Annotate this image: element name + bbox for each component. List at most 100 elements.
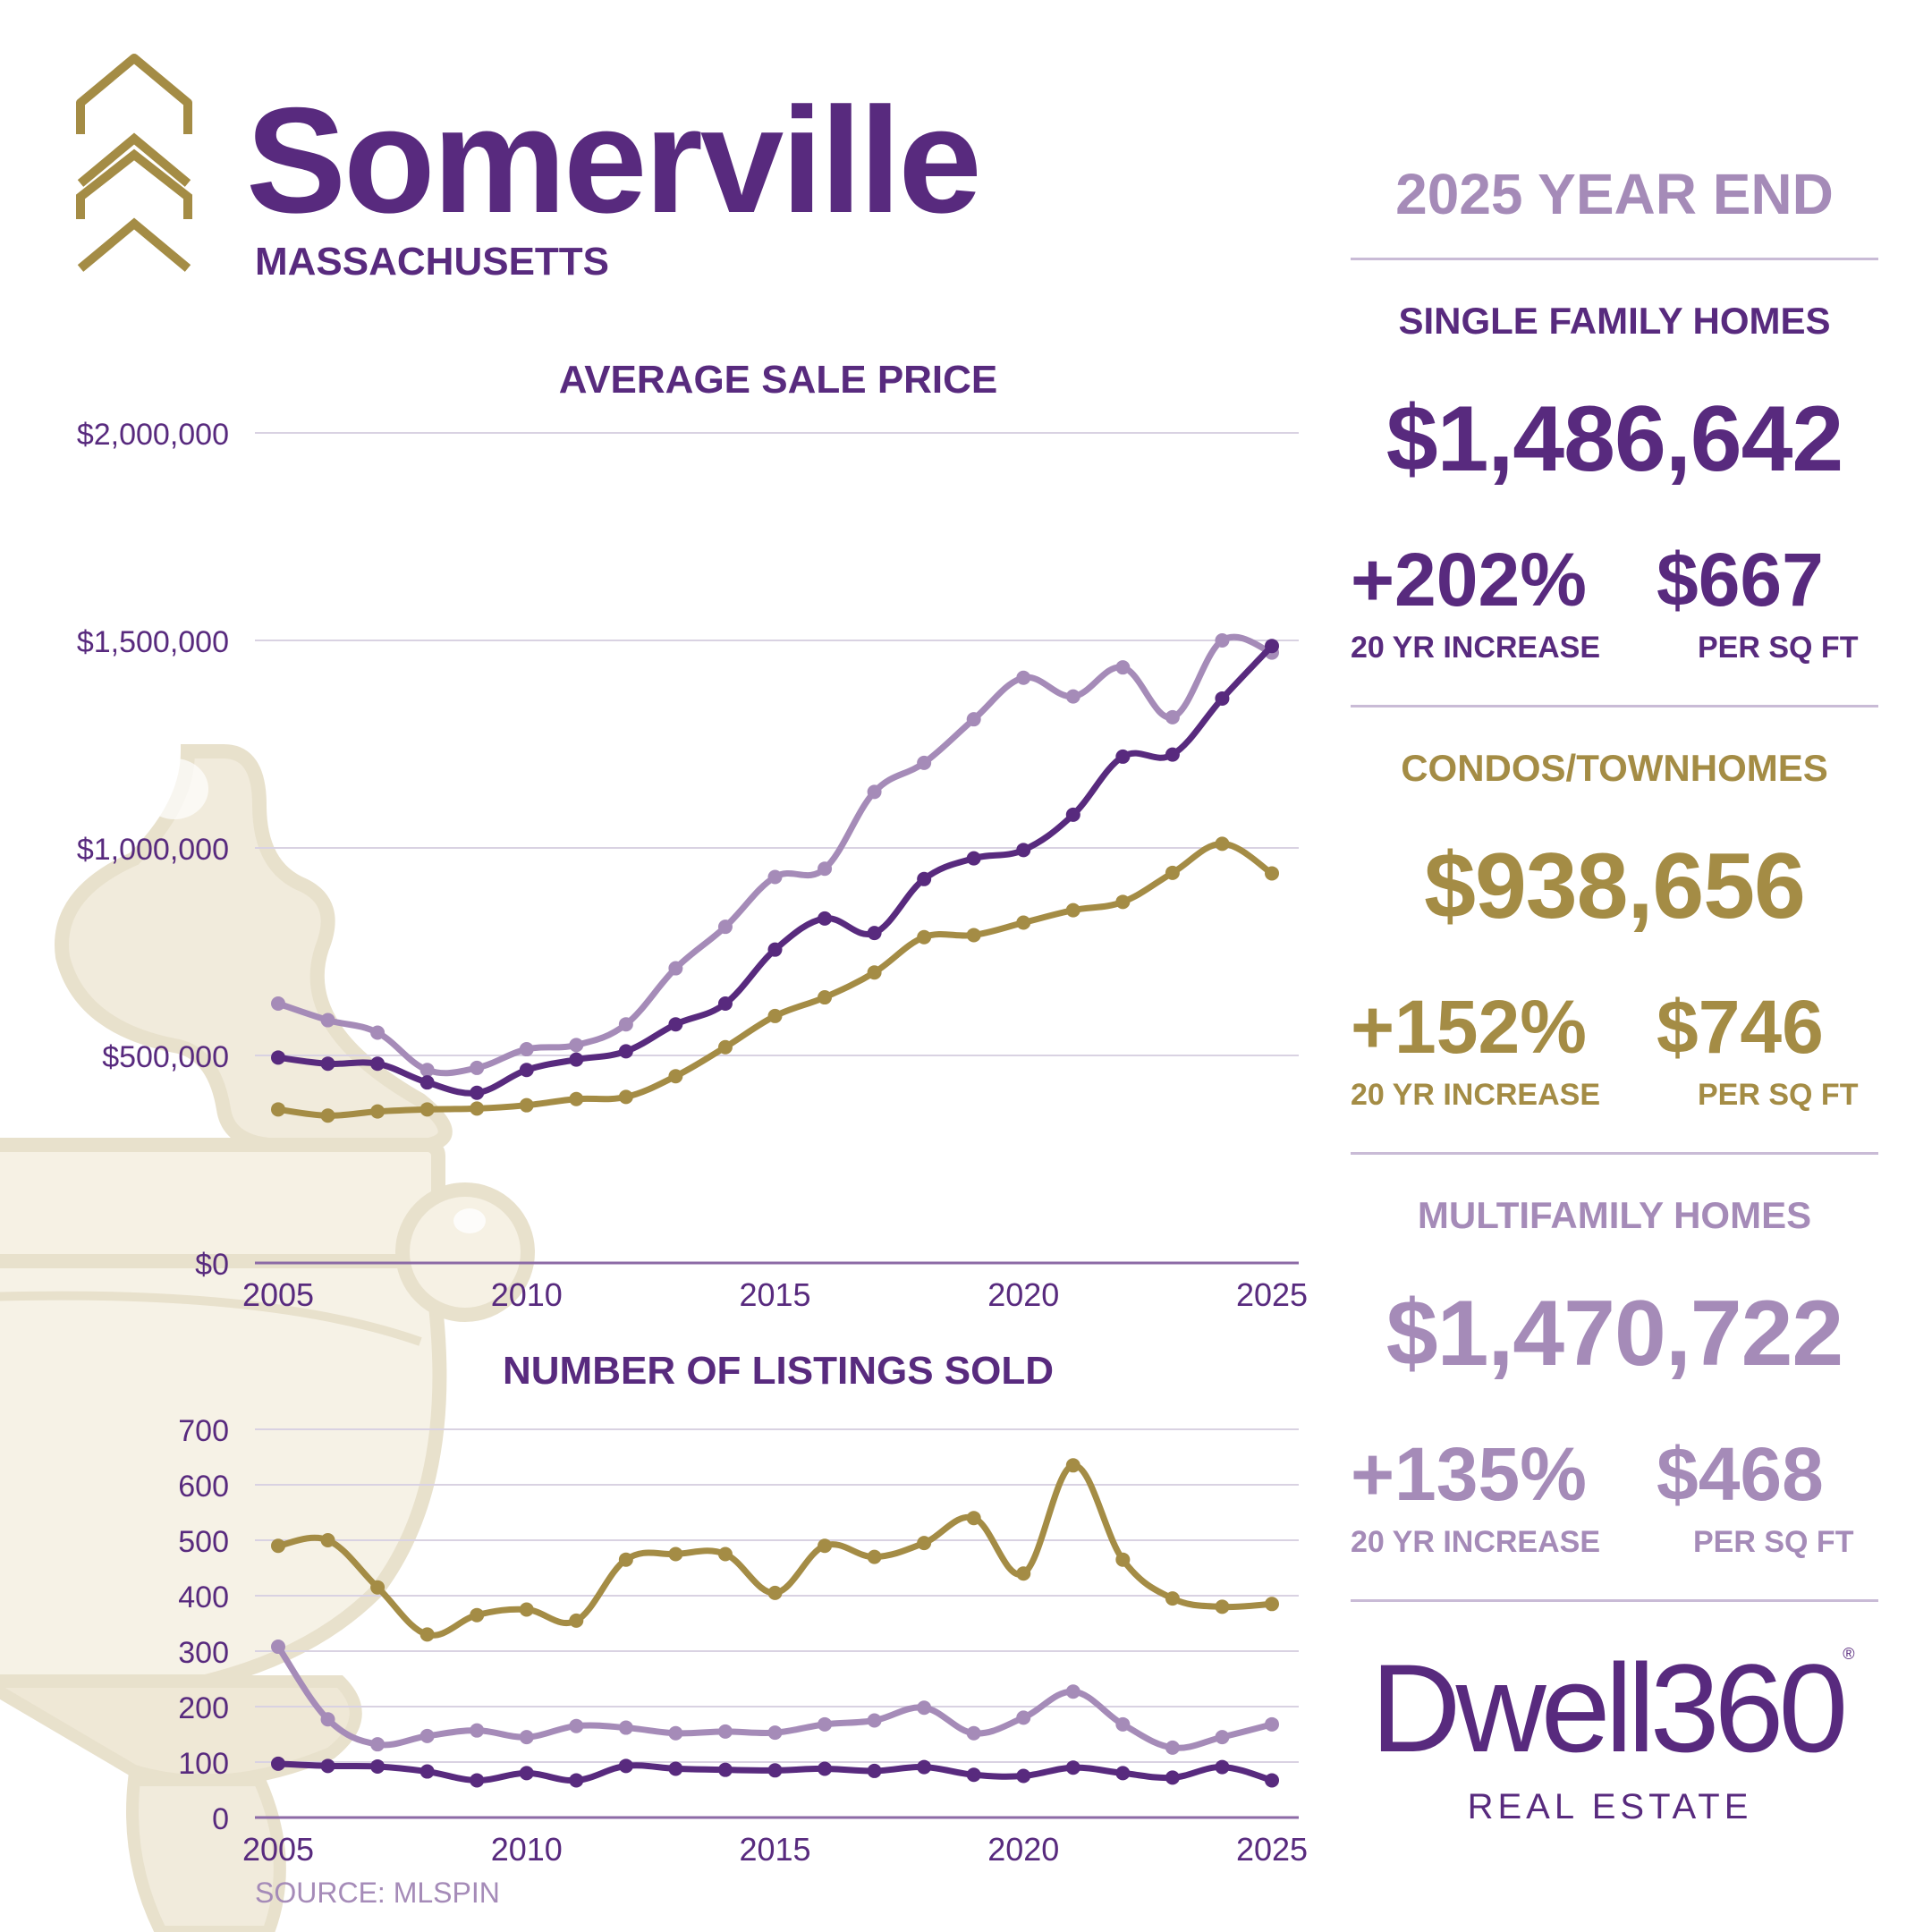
divider [1351, 1152, 1878, 1155]
data-point-single_family [519, 1063, 534, 1078]
data-point-single_family [470, 1085, 485, 1100]
data-point-single_family [966, 851, 981, 866]
data-point-single_family [717, 1762, 733, 1777]
data-point-single_family [1215, 1759, 1230, 1775]
listings-chart-title: NUMBER OF LISTINGS SOLD [503, 1349, 1054, 1393]
data-point-single_family [569, 1773, 584, 1788]
y-tick-label: 0 [212, 1802, 229, 1836]
condos-price: $938,656 [1424, 835, 1806, 938]
data-point-multifamily [1165, 709, 1180, 724]
data-point-single_family [668, 1761, 683, 1776]
data-point-condos [1115, 894, 1131, 910]
data-point-multifamily [1215, 633, 1230, 648]
data-point-multifamily [966, 712, 981, 727]
condos-increase-label: 20 YR INCREASE [1351, 1078, 1601, 1112]
data-point-single_family [717, 996, 733, 1011]
data-point-multifamily [569, 1038, 584, 1053]
data-point-multifamily [320, 1013, 335, 1028]
data-point-condos [867, 965, 882, 980]
data-point-condos [668, 1069, 683, 1084]
brand-logo: Dwell360® REAL ESTATE [1351, 1646, 1869, 1827]
registered-mark: ® [1843, 1645, 1854, 1663]
data-point-multifamily [370, 1737, 386, 1752]
data-point-multifamily [419, 1063, 435, 1078]
single-family-label: SINGLE FAMILY HOMES [1398, 300, 1831, 342]
data-point-single_family [419, 1764, 435, 1779]
x-tick-label: 2005 [242, 1831, 314, 1868]
data-point-multifamily [1265, 1716, 1279, 1732]
data-point-condos [818, 990, 833, 1005]
x-tick-label: 2015 [739, 1276, 810, 1313]
data-point-single_family [271, 1756, 285, 1771]
data-point-condos [1016, 1566, 1031, 1581]
brand-name: Dwell360® [1351, 1646, 1869, 1771]
divider [1351, 1599, 1878, 1602]
data-point-multifamily [1065, 1684, 1080, 1699]
data-point-multifamily [767, 869, 783, 885]
data-point-multifamily [1215, 1730, 1230, 1745]
data-point-single_family [370, 1056, 386, 1072]
data-point-condos [1215, 1599, 1230, 1614]
multifamily-price: $1,470,722 [1385, 1282, 1844, 1385]
city-title: Somerville [246, 76, 982, 244]
data-point-single_family [519, 1766, 534, 1781]
single-family-increase: +202% [1351, 538, 1587, 622]
data-point-condos [767, 1008, 783, 1023]
data-point-condos [370, 1580, 386, 1595]
data-point-condos [1115, 1552, 1131, 1567]
data-point-single_family [1215, 691, 1230, 706]
data-point-condos [470, 1607, 485, 1623]
data-point-multifamily [1165, 1740, 1180, 1755]
data-point-multifamily [966, 1725, 981, 1741]
data-point-multifamily [1115, 660, 1131, 675]
state-subtitle: MASSACHUSETTS [255, 240, 610, 284]
data-point-single_family [818, 911, 833, 926]
data-point-condos [1065, 1458, 1080, 1473]
data-point-multifamily [867, 1713, 882, 1728]
data-point-multifamily [519, 1730, 534, 1745]
data-point-single_family [618, 1758, 633, 1774]
data-point-condos [1065, 902, 1080, 918]
y-tick-label: $2,000,000 [77, 418, 229, 452]
data-point-condos [519, 1097, 534, 1113]
x-tick-label: 2005 [242, 1276, 314, 1313]
data-point-single_family [1165, 1770, 1180, 1785]
data-point-multifamily [271, 996, 285, 1011]
data-point-multifamily [519, 1042, 534, 1057]
data-point-single_family [867, 1763, 882, 1778]
data-point-condos [320, 1533, 335, 1547]
x-tick-label: 2015 [739, 1831, 810, 1868]
data-point-single_family [470, 1773, 485, 1788]
data-point-multifamily [470, 1060, 485, 1075]
data-point-single_family [767, 1763, 783, 1778]
single-family-sqft-label: PER SQ FT [1698, 631, 1859, 665]
data-point-single_family [917, 871, 932, 886]
single-family-per-sqft: $667 [1657, 538, 1824, 622]
data-point-multifamily [370, 1025, 386, 1040]
x-tick-label: 2010 [491, 1276, 563, 1313]
data-point-multifamily [419, 1728, 435, 1743]
series-line-condos [275, 1462, 1275, 1639]
data-point-condos [1165, 865, 1180, 880]
data-point-condos [917, 929, 932, 945]
data-point-single_family [917, 1759, 932, 1775]
y-tick-label: $0 [195, 1248, 229, 1282]
data-point-single_family [1165, 747, 1180, 762]
data-point-single_family [1115, 749, 1131, 764]
data-point-single_family [668, 1017, 683, 1032]
condos-label: CONDOS/TOWNHOMES [1401, 747, 1828, 789]
data-point-condos [767, 1585, 783, 1600]
data-point-multifamily [818, 861, 833, 877]
source-note: SOURCE: MLSPIN [255, 1877, 500, 1909]
period-heading: 2025 YEAR END [1395, 162, 1834, 226]
data-point-multifamily [1065, 689, 1080, 704]
data-point-multifamily [470, 1723, 485, 1738]
data-point-multifamily [717, 1724, 733, 1739]
x-tick-label: 2025 [1236, 1831, 1308, 1868]
data-point-condos [271, 1102, 285, 1117]
data-point-multifamily [618, 1017, 633, 1032]
x-tick-label: 2020 [987, 1276, 1059, 1313]
